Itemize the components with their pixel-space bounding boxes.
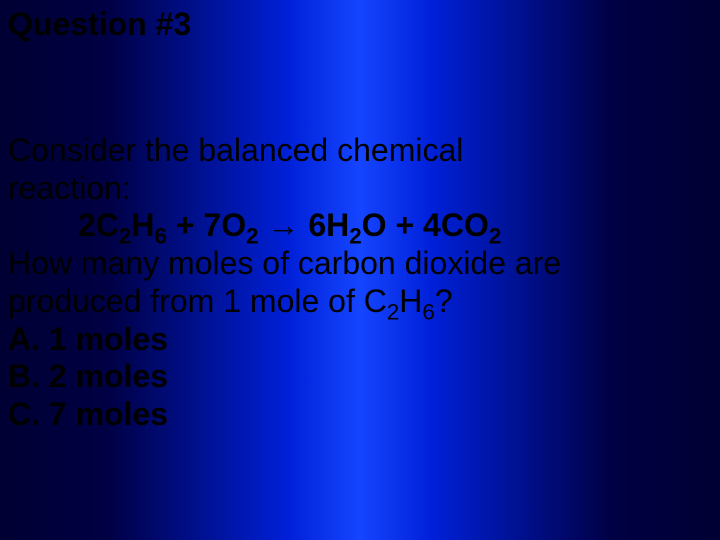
eq-part: 2C — [78, 207, 119, 243]
q-part: ? — [435, 283, 453, 319]
slide: Question #3 Consider the balanced chemic… — [0, 0, 720, 540]
stem-line-2: reaction: — [8, 170, 712, 208]
eq-part: + 7O — [167, 207, 246, 243]
q-sub: 6 — [422, 299, 434, 324]
option-c: C. 7 moles — [8, 396, 712, 434]
q-part: produced from 1 mole of C — [8, 283, 387, 319]
eq-part: O + 4CO — [362, 207, 489, 243]
eq-part: H — [131, 207, 154, 243]
q-part: H — [399, 283, 422, 319]
q-sub: 2 — [387, 299, 399, 324]
eq-part: → 6H — [259, 207, 350, 243]
stem-line-1: Consider the balanced chemical — [8, 132, 712, 170]
question-line-1: How many moles of carbon dioxide are — [8, 245, 712, 283]
question-line-2: produced from 1 mole of C2H6? — [8, 283, 712, 321]
option-b: B. 2 moles — [8, 358, 712, 396]
option-a: A. 1 moles — [8, 321, 712, 359]
question-title: Question #3 — [8, 6, 712, 44]
chemical-equation: 2C2H6 + 7O2 → 6H2O + 4CO2 — [8, 207, 712, 245]
